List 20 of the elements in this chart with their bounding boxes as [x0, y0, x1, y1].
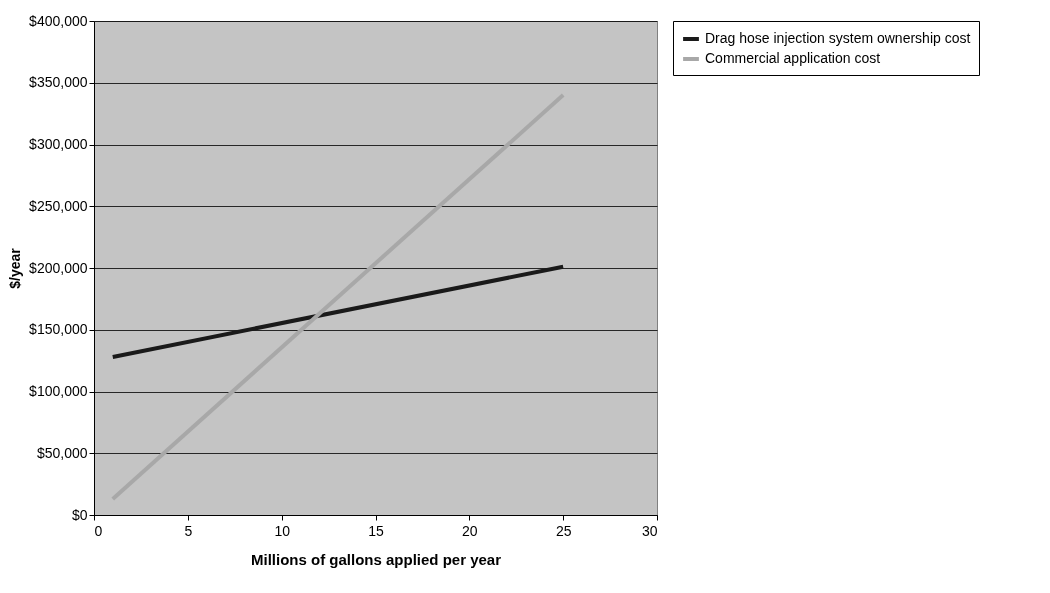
x-tick-label: 20: [462, 522, 478, 539]
y-tick-label: $150,000: [29, 321, 88, 338]
x-tick-label: 0: [94, 522, 103, 539]
legend-label: Drag hose injection system ownership cost: [705, 30, 971, 46]
x-axis-title: Millions of gallons applied per year: [250, 550, 502, 568]
legend-label: Commercial application cost: [705, 50, 881, 66]
x-tick-label: 5: [184, 522, 193, 539]
y-axis-title: $/year: [7, 247, 24, 289]
y-tick-label: $400,000: [29, 12, 88, 29]
y-tick-label: $50,000: [36, 444, 88, 461]
y-tick-label: $350,000: [29, 74, 88, 91]
y-tick-label: $0: [71, 506, 88, 523]
y-tick-label: $300,000: [29, 136, 88, 152]
y-tick-label: $200,000: [29, 259, 88, 276]
x-tick-label: 25: [555, 522, 572, 539]
y-tick-label: $100,000: [29, 383, 88, 399]
x-tick-label: 15: [368, 522, 384, 539]
y-tick-label: $250,000: [29, 197, 88, 214]
x-tick-label: 10: [274, 522, 291, 539]
x-tick-label: 30: [641, 522, 658, 539]
